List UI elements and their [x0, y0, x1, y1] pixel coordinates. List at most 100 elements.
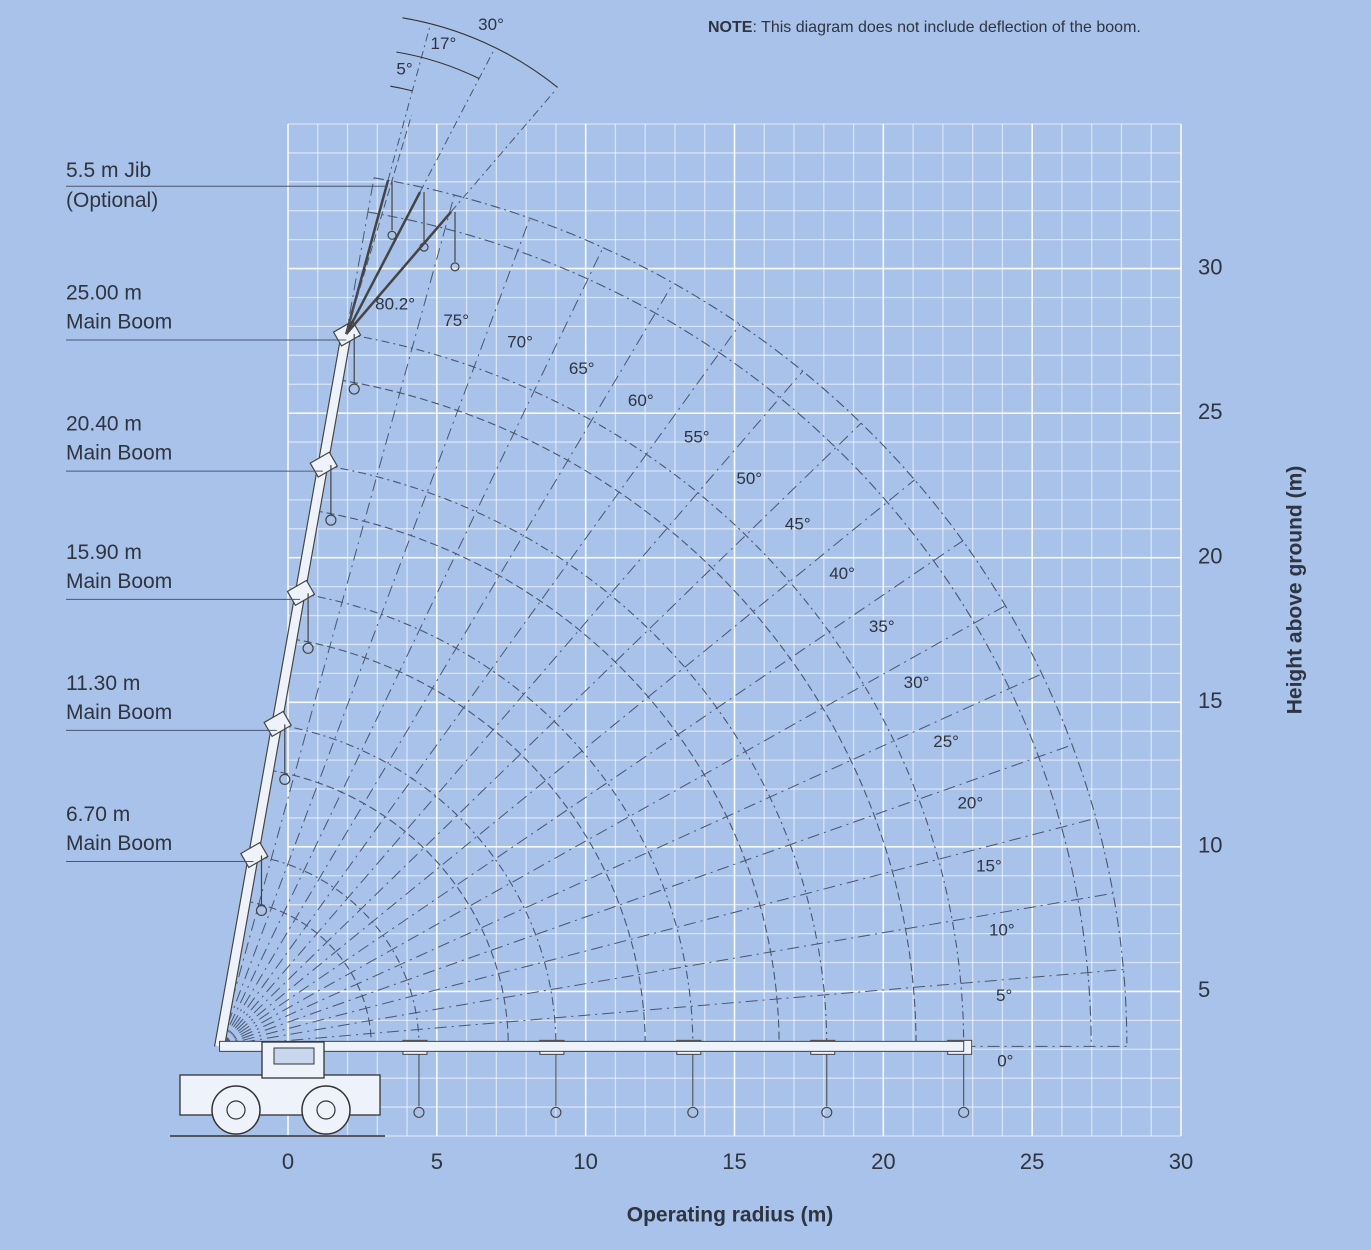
angle-label: 25° — [933, 732, 959, 751]
angle-label: 65° — [569, 359, 595, 378]
offset-reference — [345, 114, 413, 335]
angle-line — [219, 370, 804, 1047]
offset-label: 17° — [431, 34, 457, 53]
angle-label: 0° — [997, 1052, 1013, 1071]
offset-arc — [396, 51, 480, 80]
angle-label: 55° — [684, 428, 710, 447]
offset-arc — [402, 17, 559, 88]
note-text: : This diagram does not include deflecti… — [752, 19, 1140, 36]
boom-name-label: Main Boom — [66, 311, 172, 334]
angle-label: 50° — [736, 469, 762, 488]
boom-arc — [299, 592, 694, 1045]
hook — [255, 904, 268, 917]
angle-line — [219, 479, 915, 1047]
y-tick-label: 30 — [1198, 254, 1222, 279]
wheel-hub — [226, 1100, 246, 1120]
hook — [550, 1106, 562, 1118]
angle-label: 15° — [976, 856, 1002, 875]
jib-label: 5.5 m Jib — [66, 159, 151, 182]
hook — [450, 262, 460, 272]
angle-line — [219, 282, 674, 1047]
jib — [345, 191, 422, 335]
y-tick-label: 15 — [1198, 688, 1222, 713]
y-tick-label: 10 — [1198, 833, 1222, 858]
hook-arc — [338, 379, 917, 1045]
angle-label: 35° — [869, 617, 895, 636]
boom-flat — [219, 1040, 965, 1052]
x-tick-label: 25 — [1020, 1149, 1044, 1174]
x-tick-label: 30 — [1169, 1149, 1193, 1174]
hook — [413, 1106, 425, 1118]
boom-name-label: Main Boom — [66, 701, 172, 724]
boom-length-label: 15.90 m — [66, 541, 142, 564]
hook-arc — [245, 900, 372, 1046]
boom — [214, 333, 352, 1048]
boom-arc — [276, 723, 557, 1046]
angle-line — [219, 969, 1124, 1047]
boom-arc — [253, 854, 420, 1046]
offset-arc — [390, 85, 413, 92]
angle-line — [219, 540, 964, 1047]
boom-length-label: 11.30 m — [66, 672, 140, 695]
hook — [325, 514, 337, 526]
angle-label: 80.2° — [375, 295, 415, 314]
angle-line — [219, 892, 1114, 1047]
wheel — [301, 1085, 351, 1135]
boom-length-label: 20.40 m — [66, 413, 142, 436]
angle-label: 20° — [957, 793, 983, 812]
angle-label: 10° — [989, 921, 1015, 940]
hook-arc — [314, 510, 780, 1045]
hook — [279, 773, 291, 786]
angle-line — [219, 817, 1097, 1047]
jib-offset-line — [419, 49, 495, 193]
hook — [302, 642, 314, 654]
boom-edge — [213, 333, 342, 1047]
angle-line — [219, 324, 741, 1047]
angle-label: 40° — [829, 564, 855, 583]
hook — [687, 1106, 699, 1118]
angle-line — [219, 194, 455, 1047]
x-axis-title: Operating radius (m) — [627, 1204, 834, 1227]
boom-arc — [322, 464, 828, 1045]
wheel-hub — [316, 1100, 336, 1120]
angle-label: 5° — [996, 986, 1012, 1005]
x-tick-label: 10 — [573, 1149, 597, 1174]
jib — [345, 211, 452, 335]
boom-name-label: Main Boom — [66, 570, 172, 593]
hook — [387, 230, 397, 240]
angle-line — [219, 605, 1006, 1047]
wheel — [211, 1085, 261, 1135]
angle-line — [219, 744, 1073, 1047]
x-tick-label: 20 — [871, 1149, 895, 1174]
x-tick-label: 0 — [282, 1149, 294, 1174]
y-tick-label: 20 — [1198, 544, 1222, 569]
hook-arc — [268, 769, 509, 1046]
jib-arc — [367, 211, 1092, 1044]
angle-line — [219, 247, 604, 1047]
hook-arc — [291, 638, 646, 1045]
y-tick-label: 5 — [1198, 977, 1210, 1002]
boom-name-label: Main Boom — [66, 832, 172, 855]
y-tick-label: 25 — [1198, 399, 1222, 424]
boom-length-label: 6.70 m — [66, 803, 130, 826]
angle-label: 70° — [507, 332, 533, 351]
note: NOTE: This diagram does not include defl… — [708, 19, 1141, 36]
hook — [958, 1106, 970, 1118]
angle-label: 75° — [443, 311, 469, 330]
x-tick-label: 15 — [722, 1149, 746, 1174]
x-tick-label: 5 — [431, 1149, 443, 1174]
hook — [348, 383, 360, 395]
y-axis-title: Height above ground (m) — [1284, 466, 1307, 715]
cab-window — [273, 1047, 315, 1065]
offset-label: 5° — [396, 60, 412, 79]
angle-label: 30° — [904, 673, 930, 692]
boom-length-label: 25.00 m — [66, 282, 142, 305]
angle-line — [219, 217, 531, 1047]
jib-note: (Optional) — [66, 189, 158, 212]
boom-name-label: Main Boom — [66, 442, 172, 465]
angle-line — [219, 673, 1043, 1047]
jib — [344, 179, 390, 335]
hook — [821, 1106, 833, 1118]
